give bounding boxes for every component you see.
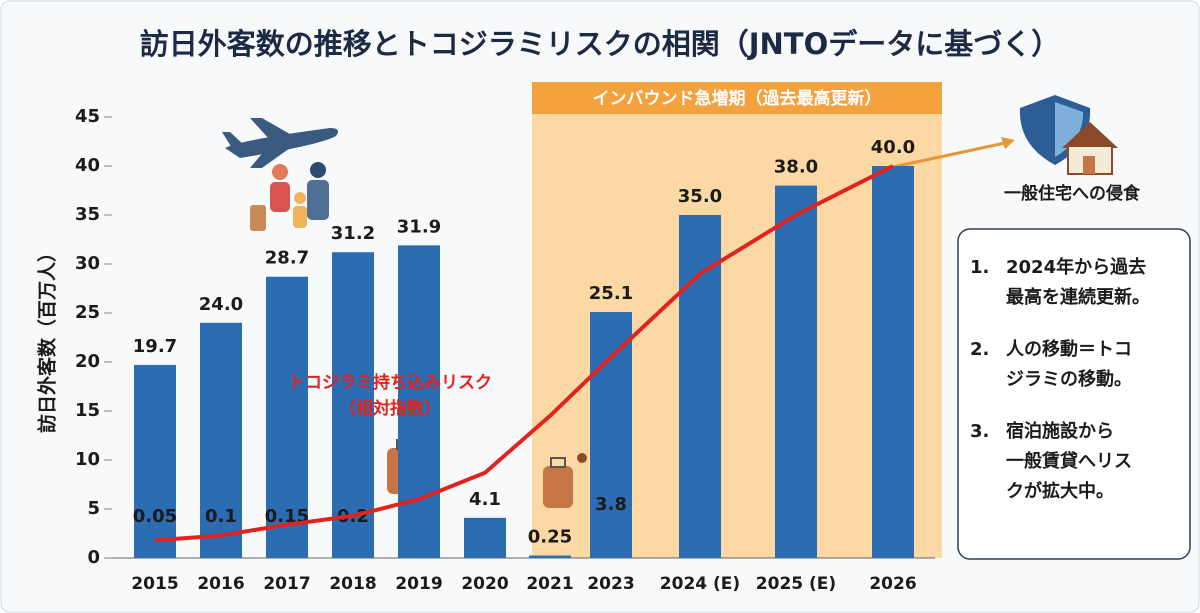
x-tick-label: 2016 bbox=[197, 574, 244, 594]
low-label: 3.8 bbox=[595, 494, 627, 515]
note-line: 人の移動＝トコ bbox=[1006, 338, 1132, 360]
value-label: 4.1 bbox=[469, 489, 501, 510]
bar bbox=[266, 276, 308, 558]
y-tick-label: 15 bbox=[75, 400, 100, 421]
risk-line-label: トコジラミ持ち込みリスク bbox=[288, 372, 492, 393]
note-line: 宿泊施設から bbox=[1006, 420, 1114, 442]
y-tick-label: 5 bbox=[87, 498, 100, 519]
notes-box bbox=[957, 228, 1191, 560]
bar bbox=[398, 245, 440, 558]
y-axis-label: 訪日外客数（百万人） bbox=[36, 243, 59, 433]
bar bbox=[529, 555, 571, 558]
x-tick-label: 2023 bbox=[587, 574, 634, 594]
y-tick-label: 10 bbox=[75, 449, 100, 470]
bar bbox=[200, 322, 242, 558]
arrow-label: 一般住宅への侵食 bbox=[1004, 183, 1141, 204]
bar bbox=[872, 166, 914, 558]
risk-line-label: （相対指数） bbox=[339, 398, 441, 419]
value-label: 0.25 bbox=[528, 527, 572, 548]
risk-line bbox=[154, 164, 894, 543]
value-label: 25.1 bbox=[589, 283, 633, 304]
arrow-head bbox=[1001, 137, 1015, 149]
x-tick-label: 2024 (E) bbox=[660, 574, 740, 594]
highlight-header bbox=[532, 82, 942, 114]
value-label: 40.0 bbox=[871, 137, 915, 158]
low-label: 0.05 bbox=[133, 506, 177, 527]
value-label: 31.9 bbox=[397, 216, 441, 237]
chart-title: 訪日外客数の推移とトコジラミリスクの相関（JNTOデータに基づく） bbox=[140, 27, 1061, 61]
bar bbox=[464, 517, 506, 558]
shield-house-icon bbox=[1019, 95, 1118, 175]
x-tick-label: 2018 bbox=[329, 574, 376, 594]
x-tick-label: 2021 bbox=[526, 574, 573, 594]
x-tick-label: 2015 bbox=[131, 574, 178, 594]
y-tick-label: 35 bbox=[75, 204, 100, 225]
bar bbox=[590, 312, 632, 558]
note-line: 2024年から過去 bbox=[1006, 256, 1146, 278]
y-tick-label: 25 bbox=[75, 302, 100, 323]
note-line: 一般賃貸へリス bbox=[1006, 450, 1132, 472]
x-tick-label: 2025 (E) bbox=[756, 574, 836, 594]
y-tick-label: 40 bbox=[75, 155, 100, 176]
arrow bbox=[892, 141, 1006, 169]
value-label: 38.0 bbox=[774, 157, 818, 178]
note-line: 最高を連続更新。 bbox=[1006, 286, 1150, 308]
family-icon bbox=[250, 162, 329, 231]
bar bbox=[332, 252, 374, 559]
bar bbox=[775, 185, 817, 558]
note-number: 3. bbox=[970, 421, 989, 442]
y-tick-label: 30 bbox=[75, 253, 100, 274]
x-tick-label: 2020 bbox=[461, 574, 508, 594]
value-label: 19.7 bbox=[133, 336, 177, 357]
bar bbox=[134, 364, 176, 558]
low-label: 0.1 bbox=[205, 506, 237, 527]
value-label: 31.2 bbox=[331, 223, 375, 244]
y-tick-label: 45 bbox=[75, 106, 100, 127]
note-line: クが拡大中。 bbox=[1006, 480, 1114, 502]
highlight-label: インバウンド急増期（過去最高更新） bbox=[593, 88, 882, 109]
x-tick-label: 2019 bbox=[395, 574, 442, 594]
value-label: 35.0 bbox=[678, 186, 722, 207]
y-tick-label: 20 bbox=[75, 351, 100, 372]
plane-icon bbox=[222, 118, 338, 168]
value-label: 24.0 bbox=[199, 294, 243, 315]
note-line: ジラミの移動。 bbox=[1006, 368, 1132, 390]
y-tick-label: 0 bbox=[87, 547, 100, 568]
x-tick-label: 2026 bbox=[869, 574, 916, 594]
x-tick-label: 2017 bbox=[263, 574, 310, 594]
note-number: 2. bbox=[970, 339, 989, 360]
note-number: 1. bbox=[970, 257, 989, 278]
value-label: 28.7 bbox=[265, 248, 309, 269]
